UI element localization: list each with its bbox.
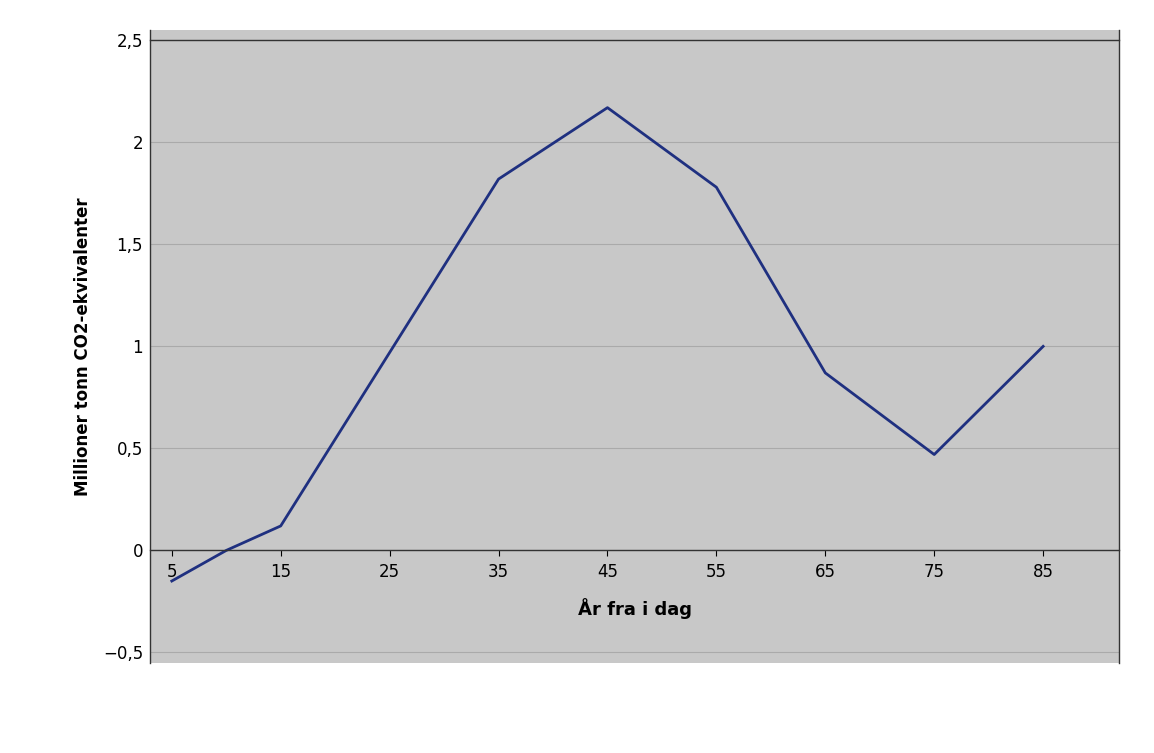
Y-axis label: Millioner tonn CO2-ekvivalenter: Millioner tonn CO2-ekvivalenter (74, 197, 91, 495)
X-axis label: År fra i dag: År fra i dag (578, 598, 691, 618)
